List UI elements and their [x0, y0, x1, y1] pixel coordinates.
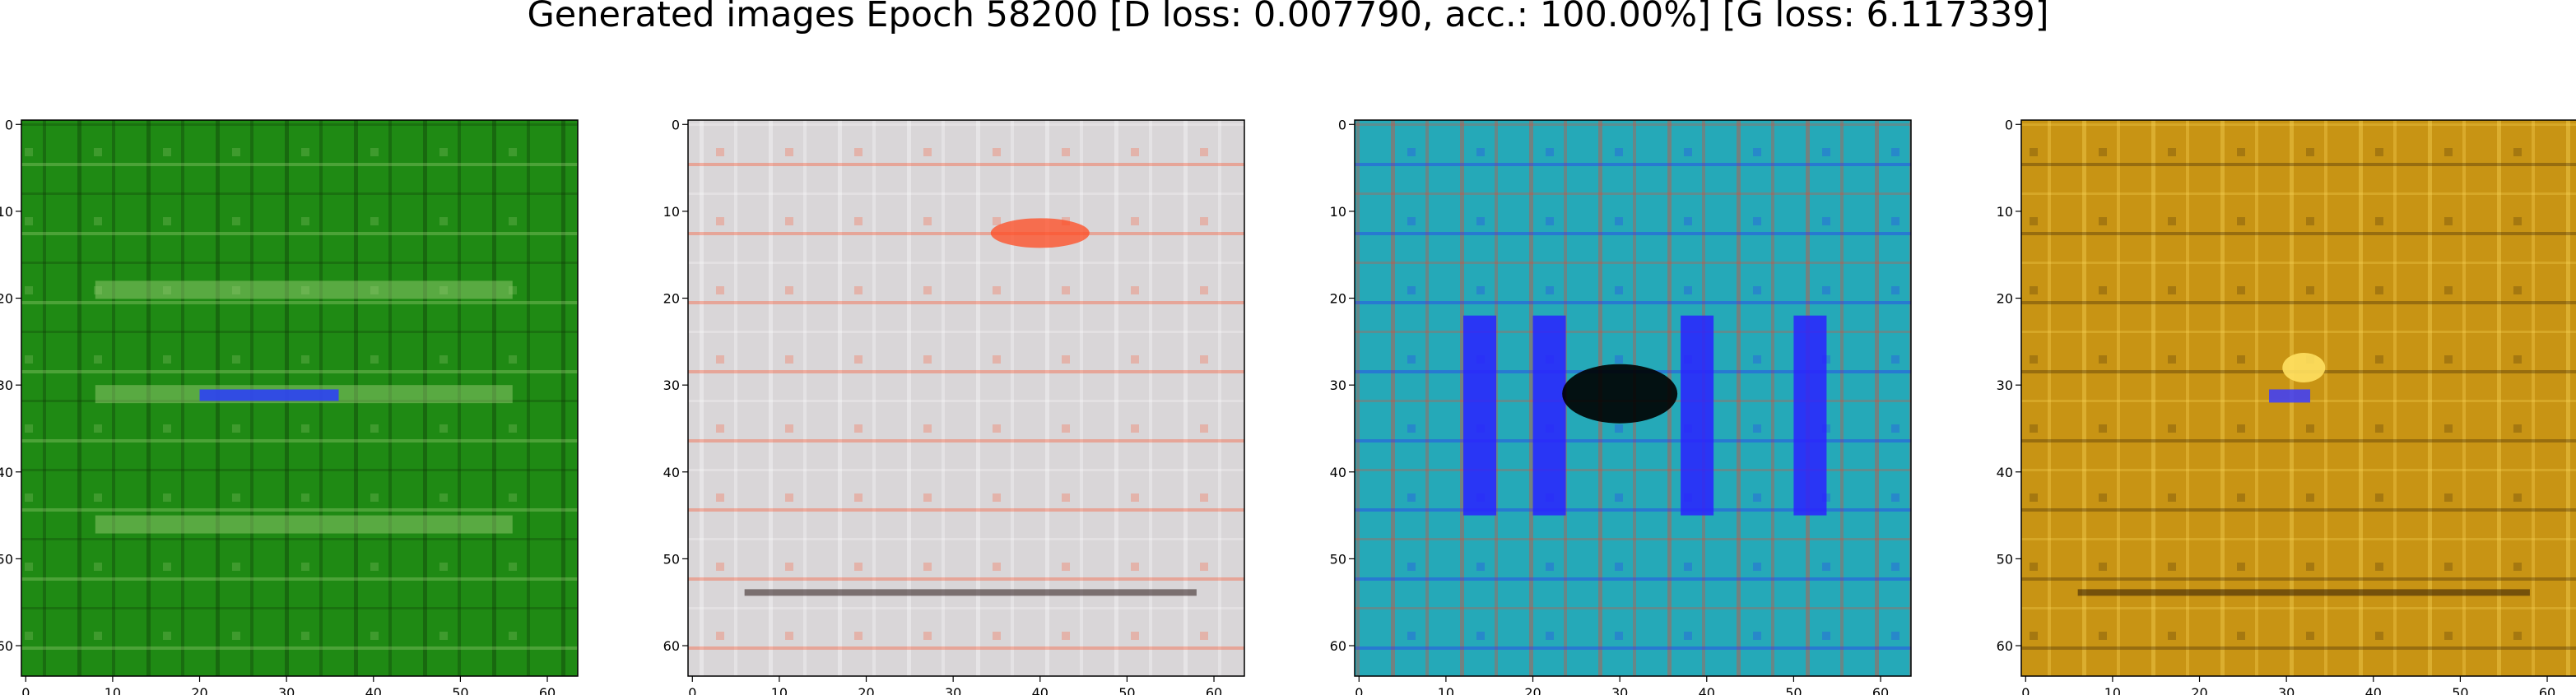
- x-tick-label: 50: [452, 685, 468, 695]
- x-tick-label: 30: [278, 685, 295, 695]
- y-tick-label: 10: [1997, 204, 2013, 220]
- figure-title: Generated images Epoch 58200 [D loss: 0.…: [527, 0, 2049, 35]
- axes-frame: [21, 119, 579, 677]
- x-tick-label: 10: [771, 685, 788, 695]
- y-tick-label: 60: [663, 638, 680, 654]
- image-panel-1: 0 10 20 30 40 50 60 0 10 20 30 40 50 60: [0, 117, 579, 695]
- y-tick-label: 20: [0, 291, 13, 307]
- y-tick-label: 50: [0, 551, 13, 567]
- x-tick-label: 10: [1438, 685, 1454, 695]
- y-tick-label: 20: [1997, 291, 2013, 307]
- x-tick-label: 40: [1032, 685, 1049, 695]
- x-tick-label: 60: [1872, 685, 1889, 695]
- y-tick-label: 40: [663, 465, 680, 480]
- x-tick-label: 10: [2104, 685, 2121, 695]
- blue-bar-2: [1532, 315, 1566, 516]
- image-panel-3: 0 10 20 30 40 50 60 0 10 20 30 40 50 60: [1330, 117, 1912, 695]
- x-tick-label: 0: [2021, 685, 2030, 695]
- x-tick-label: 20: [858, 685, 874, 695]
- text-band-1: [95, 280, 513, 299]
- y-tick-label: 40: [1330, 465, 1346, 480]
- axes-frame: [1354, 119, 1912, 677]
- y-tick-label: 10: [0, 204, 13, 220]
- y-tick-label: 60: [0, 638, 13, 654]
- y-tick-label: 20: [1330, 291, 1346, 307]
- blue-streak: [199, 389, 339, 401]
- y-tick-label: 0: [5, 117, 13, 132]
- black-blotch: [1562, 364, 1678, 424]
- blue-mark: [2269, 389, 2311, 403]
- y-tick-label: 30: [1997, 378, 2013, 393]
- blue-bar-4: [1793, 315, 1827, 516]
- x-tick-label: 30: [2278, 685, 2295, 695]
- generated-image-2: [688, 120, 1244, 676]
- y-tick-label: 30: [0, 378, 13, 393]
- blue-bar-3: [1681, 315, 1714, 516]
- x-tick-label: 20: [1524, 685, 1541, 695]
- text-band-3: [95, 515, 513, 534]
- x-tick-label: 10: [105, 685, 121, 695]
- x-tick-label: 50: [1785, 685, 1802, 695]
- x-tick-label: 0: [1355, 685, 1363, 695]
- y-tick-label: 0: [1338, 117, 1346, 132]
- x-tick-label: 20: [2191, 685, 2207, 695]
- x-tick-label: 40: [1699, 685, 1715, 695]
- x-tick-label: 50: [1118, 685, 1135, 695]
- y-tick-label: 40: [1997, 465, 2013, 480]
- y-tick-label: 0: [2005, 117, 2013, 132]
- axes-frame: [687, 119, 1245, 677]
- x-tick-label: 0: [21, 685, 30, 695]
- y-tick-label: 50: [1997, 551, 2013, 567]
- y-tick-label: 30: [1330, 378, 1346, 393]
- x-tick-label: 0: [688, 685, 696, 695]
- y-tick-label: 30: [663, 378, 680, 393]
- x-tick-label: 60: [539, 685, 556, 695]
- y-tick-label: 10: [663, 204, 680, 220]
- y-tick-label: 50: [1330, 551, 1346, 567]
- y-tick-label: 20: [663, 291, 680, 307]
- dark-band: [744, 589, 1197, 596]
- x-tick-label: 30: [1611, 685, 1628, 695]
- y-tick-label: 0: [672, 117, 680, 132]
- x-tick-label: 60: [1206, 685, 1222, 695]
- y-tick-label: 40: [0, 465, 13, 480]
- red-blotch: [990, 218, 1090, 248]
- axes-frame: [2020, 119, 2576, 677]
- x-tick-label: 40: [2365, 685, 2382, 695]
- image-panel-2: 0 10 20 30 40 50 60 0 10 20 30 40 50 60: [663, 117, 1245, 695]
- y-tick-label: 60: [1997, 638, 2013, 654]
- y-tick-label: 60: [1330, 638, 1346, 654]
- x-tick-label: 20: [191, 685, 207, 695]
- y-tick-label: 50: [663, 551, 680, 567]
- bright-blotch: [2282, 353, 2326, 383]
- blue-bar-1: [1463, 315, 1497, 516]
- dark-band: [2077, 589, 2530, 596]
- x-tick-label: 50: [2452, 685, 2468, 695]
- y-tick-label: 10: [1330, 204, 1346, 220]
- x-tick-label: 30: [945, 685, 961, 695]
- x-tick-label: 60: [2539, 685, 2555, 695]
- image-panel-4: 0 10 20 30 40 50 60 0 10 20 30 40 50 60: [1997, 117, 2576, 695]
- x-tick-label: 40: [365, 685, 382, 695]
